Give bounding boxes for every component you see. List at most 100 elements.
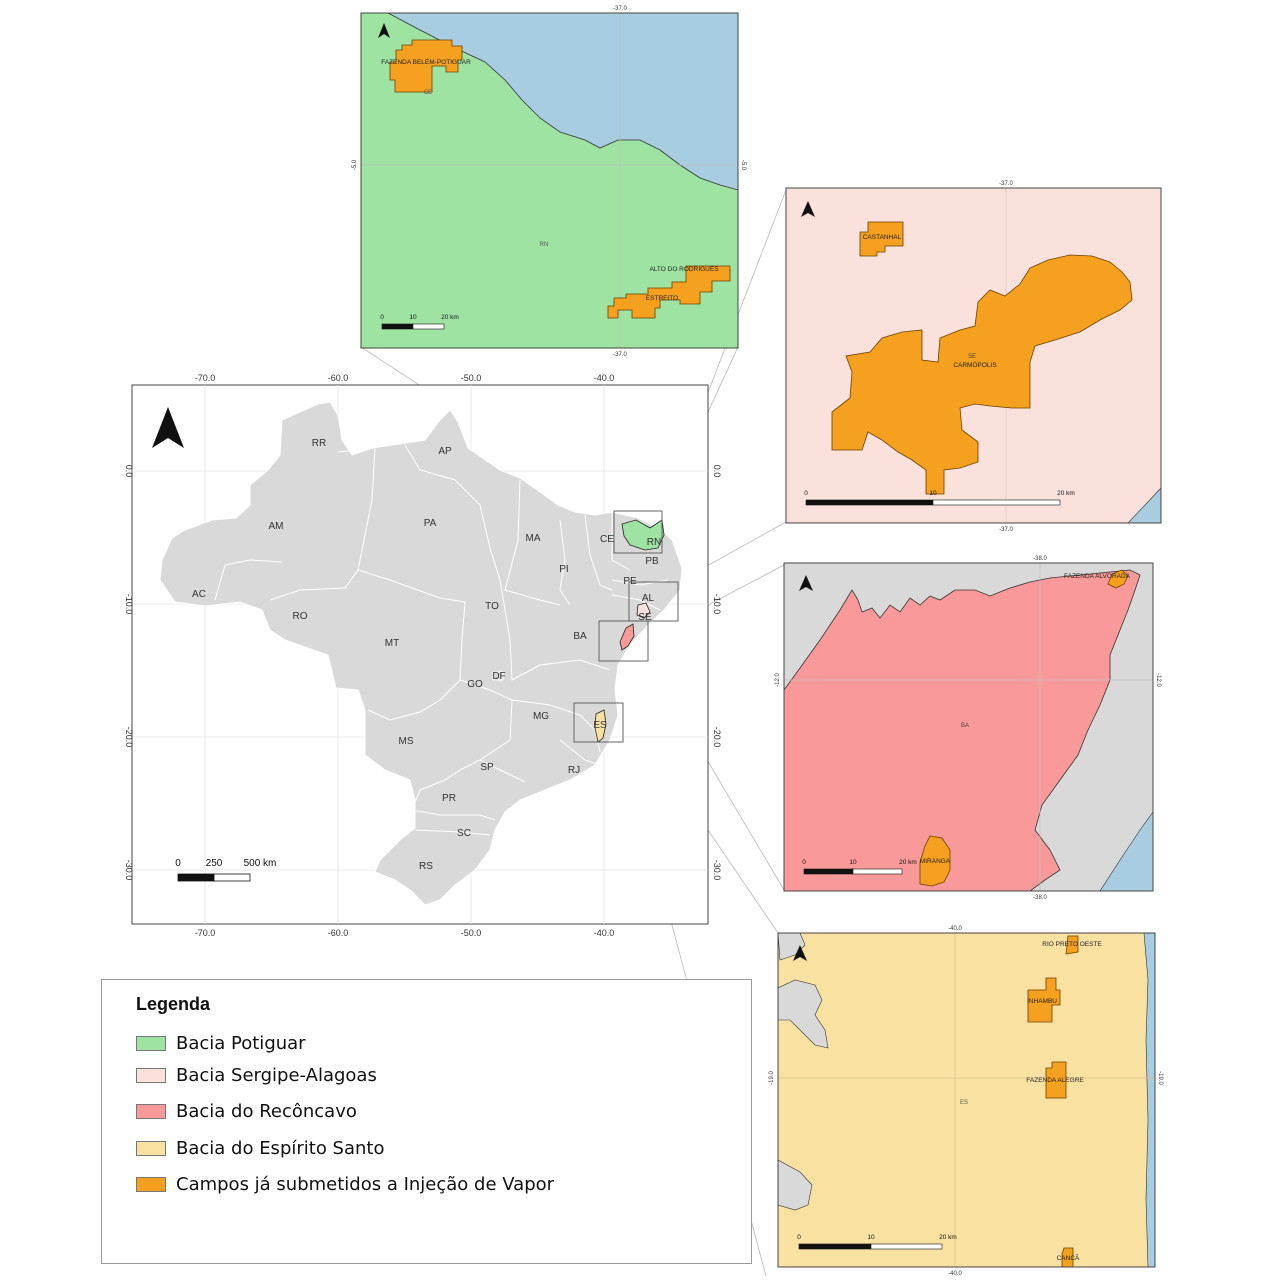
main-potiguar-blob [621,519,665,551]
reconcavo-label: BA [961,723,969,729]
state-label: SE [638,612,652,623]
main-bottom-tick: -60.0 [328,928,349,938]
state-label: AM [269,521,284,532]
main-map: RR AP AM PA MA CE RN PB PI PE AL SE AC RO TO BA MT DF GO MG… [124,373,722,938]
state-label: RS [419,861,433,872]
sergipe-label: SE [968,354,976,360]
sergipe-sea [1127,487,1161,523]
state-label: SP [480,762,494,773]
main-bottom-tick: -40.0 [594,928,615,938]
es-scale-label: 10 [867,1234,875,1241]
state-label: RJ [568,765,580,776]
es-scale-label: 20 km [939,1234,957,1241]
legend-swatch [136,1103,166,1119]
es-label: RIO PRETO OESTE [1042,941,1102,948]
field-alto-do-rodrigues-estreito [607,265,731,319]
state-label: CE [600,534,614,545]
es-north-arrow-icon [793,945,807,961]
main-right-tick: -30.0 [712,860,722,881]
state-label: PR [442,793,456,804]
legend-item-potiguar: Bacia Potiguar [136,1032,306,1054]
es-label: INHAMBU [1027,998,1057,1005]
potiguar-label: RN [540,242,549,248]
legend-swatch [136,1140,166,1156]
field-fazenda-belem-potiguar [389,39,463,93]
main-right-tick: -20.0 [712,727,722,748]
main-left-tick: -30.0 [124,860,134,881]
field-miranga [919,835,951,887]
field-castanhal [859,221,904,257]
potiguar-lat-tick: -5.0 [740,160,746,171]
es-label: CANCÃ [1057,1253,1080,1262]
sergipe-lon-tick: -37.0 [999,527,1013,533]
main-top-tick: -50.0 [461,373,482,383]
main-sergipe-blob [636,602,651,619]
legend-label: Bacia do Espírito Santo [176,1137,385,1159]
state-label: TO [485,601,499,612]
main-bottom-ticks: -70.0 -60.0 -50.0 -40.0 [195,928,615,938]
legend: Legenda Bacia Potiguar Bacia Sergipe-Ala… [101,979,752,1264]
legend-swatch [136,1176,166,1192]
sergipe-scale-bar: 0 10 20 km [804,490,1075,506]
potiguar-lon-tick: -37.0 [613,352,627,358]
legend-item-sergipe-alagoas: Bacia Sergipe-Alagoas [136,1064,377,1086]
potiguar-north-arrow-icon [378,23,390,38]
state-label: BA [573,631,587,642]
state-label: PB [645,556,659,567]
potiguar-label: ESTREITO [646,295,678,302]
main-left-tick: 0.0 [124,465,134,478]
main-right-ticks: 0.0 -10.0 -20.0 -30.0 [712,465,722,881]
potiguar-label: ALTO DO RODRIGUES [649,266,719,273]
sergipe-label: CASTANHAL [863,234,902,241]
main-scale-bar: 0 250 500 km [175,858,277,882]
reconcavo-lon-tick: -38.0 [1033,556,1047,562]
state-label: PA [424,518,437,529]
field-fazenda-alegre [1045,1061,1067,1099]
reconcavo-scale-label: 20 km [899,859,917,866]
sergipe-label: CARMÓPOLIS [953,360,997,369]
legend-label: Bacia Sergipe-Alagoas [176,1064,377,1086]
potiguar-lon-tick: -37.0 [613,6,627,12]
legend-title: Legenda [136,994,211,1014]
main-bottom-tick: -50.0 [461,928,482,938]
reconcavo-label: FAZENDA ALVORADA [1064,573,1131,580]
inset-potiguar: FAZENDA BELÉM-POTIGUAR CE RN ALTO DO ROD… [352,6,746,358]
main-scale-label: 0 [175,858,181,869]
inset-reconcavo: FAZENDA ALVORADA BA MIRANGA -38.0 -38.0 … [775,556,1161,901]
state-label: MT [385,638,399,649]
brazil-shape [159,401,683,906]
state-label: PI [559,564,568,575]
main-top-tick: -60.0 [328,373,349,383]
state-label: PE [623,576,637,587]
main-north-arrow-icon [152,407,184,448]
main-es-blob [594,709,607,743]
reconcavo-sea [1099,811,1153,891]
state-label: MS [399,736,414,747]
state-label: DF [492,671,505,682]
legend-swatch [136,1035,166,1051]
main-left-tick: -20.0 [124,727,134,748]
sergipe-scale-label: 10 [929,490,937,497]
field-fazenda-alvorada [1107,569,1129,589]
legend-label: Bacia Potiguar [176,1032,306,1054]
es-sea [1143,933,1155,1267]
state-label: RN [647,537,661,548]
sergipe-scale-label: 0 [804,490,808,497]
es-lon-tick: -40.0 [948,926,962,932]
es-lat-tick: -19.0 [769,1071,775,1085]
state-label: RO [293,611,308,622]
field-inhambu [1027,977,1061,1023]
es-basin-fill [778,933,1155,1267]
potiguar-lat-tick: -5.0 [352,159,358,170]
main-scale-label: 250 [206,858,223,869]
state-borders [214,444,669,836]
potiguar-label: FAZENDA BELÉM-POTIGUAR [381,57,471,66]
field-rio-preto-oeste [1065,935,1079,955]
main-scale-label: 500 km [244,858,277,869]
potiguar-scale-bar: 0 10 20 km [380,314,459,330]
potiguar-sea [387,13,738,191]
df-shape [492,671,504,681]
potiguar-scale-label: 10 [409,314,417,321]
main-right-tick: 0.0 [712,465,722,478]
state-label: SC [457,828,471,839]
